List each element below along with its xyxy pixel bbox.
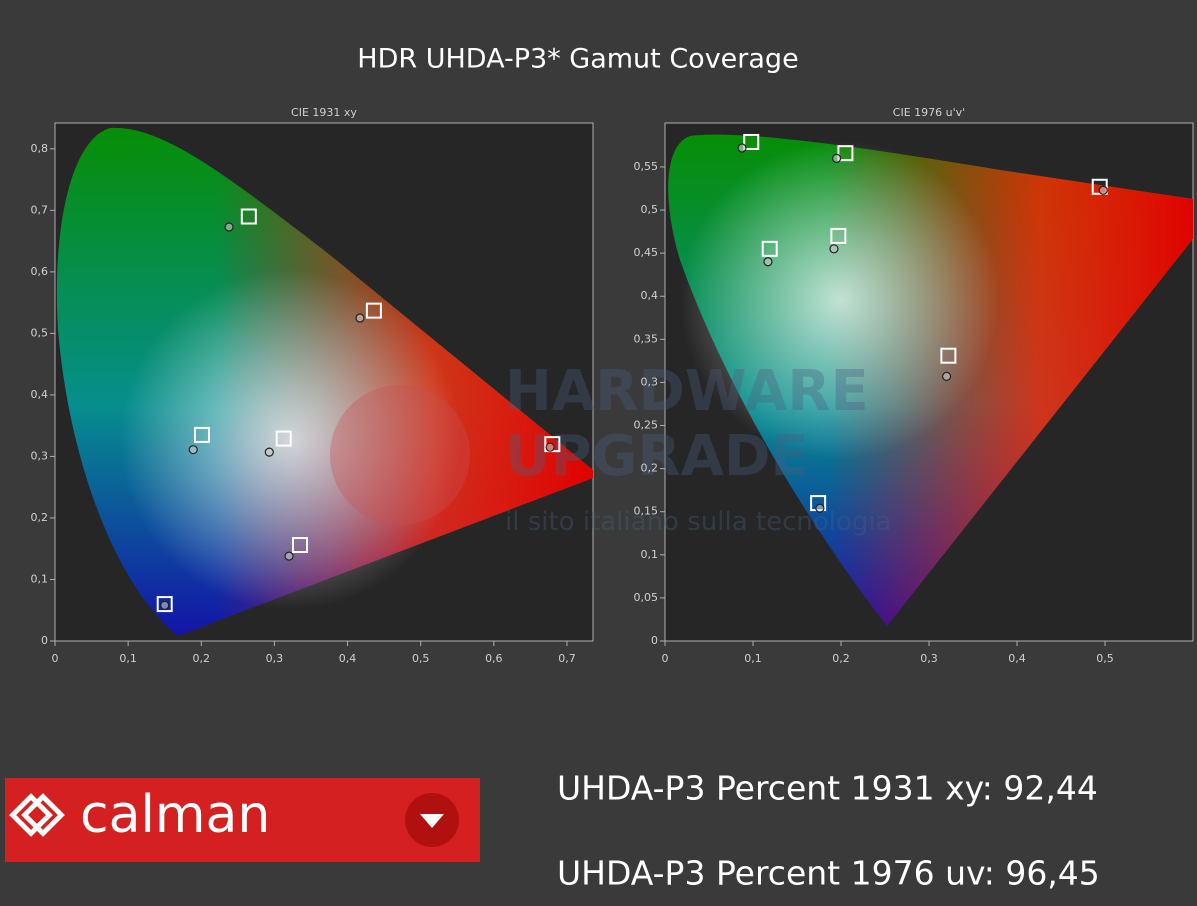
y-tick-label: 0,55 — [634, 160, 659, 173]
x-tick-label: 0,7 — [558, 652, 576, 665]
x-tick-label: 0,4 — [339, 652, 357, 665]
target-marker — [275, 430, 292, 447]
watermark-text: il sito italiano sulla tecnologia — [505, 507, 892, 537]
measured-marker — [815, 503, 825, 513]
y-tick-label: 0 — [651, 634, 658, 647]
logo-box — [5, 778, 480, 862]
measured-marker — [284, 551, 294, 561]
y-tick-label: 0,4 — [641, 289, 659, 302]
measured-marker — [737, 143, 747, 153]
x-tick-label: 0,5 — [412, 652, 430, 665]
target-marker — [1091, 178, 1108, 195]
y-tick-label: 0,5 — [641, 203, 659, 216]
x-tick-label: 0,4 — [1008, 652, 1026, 665]
y-tick-label: 0,15 — [634, 505, 659, 518]
x-tick-label: 0,2 — [193, 652, 211, 665]
watermark-text: UPGRADE — [505, 424, 809, 489]
target-marker — [830, 227, 847, 244]
stat-text: UHDA-P3 Percent 1931 xy: 92,44 — [557, 769, 1098, 808]
y-tick-label: 0,6 — [31, 265, 49, 278]
y-tick-label: 0,1 — [641, 548, 659, 561]
y-tick-label: 0,2 — [31, 511, 49, 524]
y-tick-label: 0,2 — [641, 462, 659, 475]
y-tick-label: 0,8 — [31, 142, 49, 155]
measured-marker — [1098, 185, 1108, 195]
watermark-text: HARDWARE — [505, 359, 869, 424]
measured-marker — [188, 445, 198, 455]
target-marker — [761, 240, 778, 257]
target-marker — [743, 133, 760, 150]
measured-marker — [763, 257, 773, 267]
page-title: HDR UHDA-P3* Gamut Coverage — [357, 44, 798, 75]
y-tick-label: 0,45 — [634, 246, 659, 259]
dropdown-arrow — [420, 814, 444, 828]
measured-marker — [355, 313, 365, 323]
x-tick-label: 0,5 — [1096, 652, 1114, 665]
chart-title: CIE 1976 u'v' — [893, 106, 965, 119]
y-tick-label: 0,25 — [634, 419, 659, 432]
x-tick-label: 0,2 — [832, 652, 850, 665]
y-tick-label: 0,4 — [31, 388, 49, 401]
x-tick-label: 0,1 — [119, 652, 137, 665]
measured-marker — [829, 244, 839, 254]
chart-title: CIE 1931 xy — [291, 106, 357, 119]
x-tick-label: 0,3 — [266, 652, 284, 665]
y-tick-label: 0,3 — [641, 375, 659, 388]
measured-marker — [224, 222, 234, 232]
measured-marker — [264, 447, 274, 457]
y-tick-label: 0,5 — [31, 326, 49, 339]
stat-text: UHDA-P3 Percent 1976 uv: 96,45 — [557, 854, 1100, 893]
y-tick-label: 0,7 — [31, 203, 49, 216]
target-marker — [194, 426, 211, 443]
x-tick-label: 0 — [52, 652, 59, 665]
target-marker — [156, 596, 173, 613]
measured-marker — [160, 600, 170, 610]
spectral-locus — [56, 127, 593, 636]
y-tick-label: 0 — [41, 634, 48, 647]
y-tick-label: 0,1 — [31, 572, 49, 585]
measured-marker — [831, 153, 842, 163]
y-tick-label: 0,05 — [634, 591, 659, 604]
target-marker — [292, 537, 309, 554]
spectral-locus — [668, 134, 1193, 626]
watermark: HARDWARE UPGRADE il sito italiano sulla … — [330, 359, 892, 537]
y-tick-label: 0,35 — [634, 332, 659, 345]
target-marker — [837, 145, 854, 162]
x-tick-label: 0 — [662, 652, 669, 665]
x-tick-label: 0,3 — [920, 652, 938, 665]
target-marker — [365, 302, 382, 319]
target-marker — [940, 347, 957, 364]
x-tick-label: 0,6 — [485, 652, 503, 665]
measured-marker — [941, 371, 952, 381]
target-marker — [240, 208, 257, 225]
logo-icon — [9, 793, 65, 837]
measured-marker — [545, 442, 555, 452]
x-tick-label: 0,1 — [744, 652, 762, 665]
logo-text: calman — [80, 785, 270, 845]
y-tick-label: 0,3 — [31, 449, 49, 462]
